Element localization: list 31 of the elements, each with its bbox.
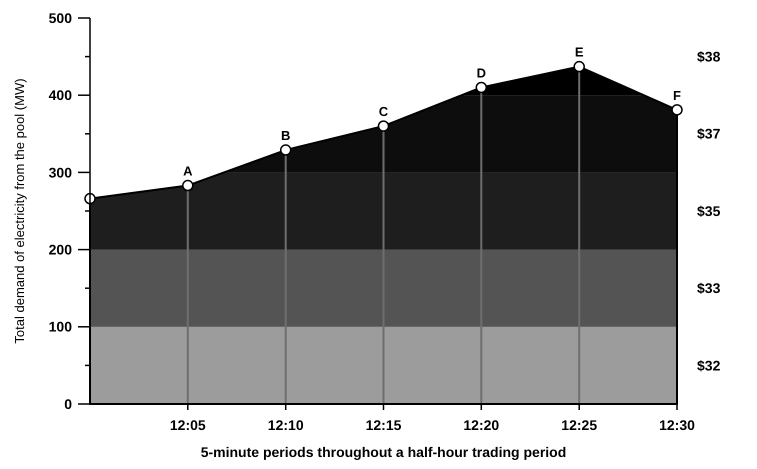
y-tick-label: 200 bbox=[48, 242, 72, 258]
annotation: C bbox=[378, 104, 389, 120]
x-tick-label: 12:30 bbox=[659, 417, 696, 433]
point bbox=[182, 180, 194, 192]
point bbox=[378, 120, 390, 132]
x-tick-label: 12:20 bbox=[463, 417, 500, 433]
point bbox=[476, 82, 488, 94]
point bbox=[573, 60, 585, 72]
x-tick-label: 12:05 bbox=[170, 417, 206, 433]
band-label: $37 bbox=[697, 126, 721, 142]
y-tick-label: 0 bbox=[64, 396, 72, 412]
annotation: E bbox=[574, 44, 584, 60]
point bbox=[671, 104, 683, 116]
y-tick-label: 400 bbox=[48, 87, 72, 104]
y-tick-label: 500 bbox=[48, 10, 72, 26]
annotation: F bbox=[673, 88, 682, 103]
y-tick-label: 100 bbox=[48, 318, 72, 335]
x-tick-label: 12:15 bbox=[366, 417, 402, 433]
annotation: A bbox=[183, 164, 194, 179]
band-label: $33 bbox=[697, 280, 721, 296]
x-axis-title: 5-minute periods throughout a half-hour trading period bbox=[200, 444, 566, 460]
x-tick-label: 12:25 bbox=[561, 417, 598, 433]
y-tick-label: 300 bbox=[48, 164, 72, 180]
y-axis-title: Total demand of electricity from the pool (MW) bbox=[12, 78, 27, 344]
point bbox=[280, 144, 292, 156]
annotation: D bbox=[476, 65, 486, 80]
x-tick-label: 12:10 bbox=[268, 417, 304, 433]
band-label: $32 bbox=[697, 357, 721, 374]
annotation: B bbox=[281, 128, 290, 144]
band-label: $38 bbox=[697, 48, 721, 64]
band-label: $35 bbox=[697, 202, 721, 219]
